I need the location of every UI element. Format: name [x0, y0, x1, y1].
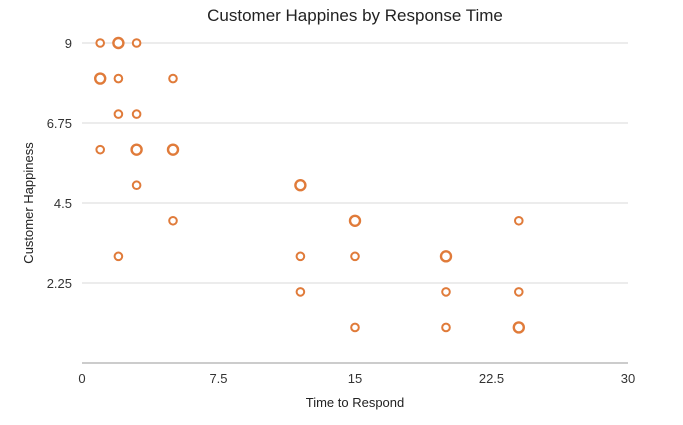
data-point: [95, 38, 105, 48]
x-axis-ticks: 0 7.5 15 22.5 30: [78, 371, 635, 386]
data-point: [441, 322, 451, 333]
data-point: [350, 251, 360, 262]
data-point: [514, 287, 524, 297]
data-point: [512, 321, 525, 334]
data-point: [95, 144, 105, 155]
gridlines: [82, 42, 628, 284]
x-tick-label: 22.5: [479, 371, 504, 386]
data-point: [348, 214, 362, 227]
x-axis-label: Time to Respond: [306, 395, 405, 410]
data-point: [93, 72, 107, 85]
data-point: [294, 179, 307, 192]
y-tick-label: 9: [65, 36, 72, 51]
x-tick-label: 15: [348, 371, 362, 386]
x-tick-label: 30: [621, 371, 635, 386]
y-tick-label: 4.5: [54, 196, 72, 211]
data-point: [441, 287, 451, 297]
data-point: [131, 38, 142, 48]
data-point: [166, 143, 180, 156]
data-point: [350, 322, 360, 333]
data-point: [131, 109, 142, 119]
x-tick-label: 7.5: [209, 371, 227, 386]
data-point: [168, 73, 178, 84]
data-point: [439, 250, 453, 263]
data-point: [113, 109, 124, 119]
y-axis-label: Customer Happiness: [21, 142, 36, 264]
y-axis-ticks: 2.25 4.5 6.75 9: [47, 36, 72, 291]
y-tick-label: 6.75: [47, 116, 72, 131]
data-point: [295, 251, 306, 262]
x-tick-label: 0: [78, 371, 85, 386]
data-point: [131, 180, 142, 191]
y-tick-label: 2.25: [47, 276, 72, 291]
data-point: [113, 73, 124, 84]
data-points: [93, 36, 525, 334]
chart-title: Customer Happines by Response Time: [207, 6, 503, 25]
data-point: [130, 143, 143, 156]
data-point: [113, 251, 124, 262]
data-point: [295, 287, 306, 297]
data-point: [168, 215, 178, 226]
data-point: [112, 36, 125, 50]
data-point: [514, 215, 524, 226]
